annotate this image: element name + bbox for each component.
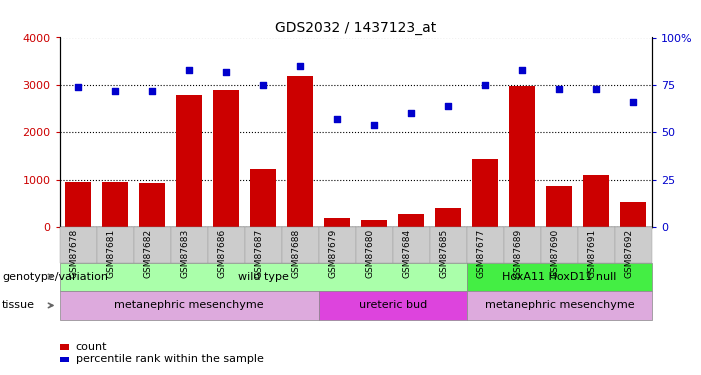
Point [591,86,602,92]
Point [147,87,158,93]
Point [109,87,121,93]
Bar [546,186,572,227]
Text: GSM87683: GSM87683 [180,229,189,278]
Bar [398,214,424,227]
Bar [139,183,165,227]
Point [443,103,454,109]
Text: metanephric mesenchyme: metanephric mesenchyme [114,300,264,310]
Bar [620,202,646,227]
Text: percentile rank within the sample: percentile rank within the sample [76,354,264,364]
Text: GSM87678: GSM87678 [69,229,78,278]
Point [369,122,380,128]
Text: GSM87677: GSM87677 [477,229,485,278]
Text: HoxA11 HoxD11 null: HoxA11 HoxD11 null [502,272,617,282]
Text: GSM87688: GSM87688 [291,229,300,278]
Bar [65,182,91,227]
Bar [213,90,239,227]
Text: GSM87691: GSM87691 [587,229,597,278]
Text: GSM87684: GSM87684 [402,229,411,278]
Point [257,82,268,88]
Text: wild type: wild type [238,272,289,282]
Point [221,69,232,75]
Bar [583,175,609,227]
Point [628,99,639,105]
Text: genotype/variation: genotype/variation [2,272,108,282]
Text: GSM87682: GSM87682 [143,229,152,278]
Bar [287,76,313,227]
Bar [435,209,461,227]
Point [294,63,306,69]
Text: ureteric bud: ureteric bud [359,300,427,310]
Text: count: count [76,342,107,352]
Text: GSM87689: GSM87689 [513,229,522,278]
Point [184,67,195,73]
Text: GSM87681: GSM87681 [106,229,115,278]
Point [554,86,565,92]
Point [406,110,417,116]
Bar [472,159,498,227]
Bar [250,169,276,227]
Text: metanephric mesenchyme: metanephric mesenchyme [484,300,634,310]
Text: GSM87685: GSM87685 [440,229,449,278]
Text: GSM87680: GSM87680 [365,229,374,278]
Text: GSM87690: GSM87690 [550,229,559,278]
Text: GSM87679: GSM87679 [328,229,337,278]
Point [479,82,491,88]
Bar [510,86,536,227]
Bar [325,218,350,227]
Point [72,84,83,90]
Bar [361,220,387,227]
Text: GSM87687: GSM87687 [254,229,263,278]
Text: tissue: tissue [2,300,35,310]
Bar [102,182,128,227]
Text: GSM87692: GSM87692 [625,229,634,278]
Title: GDS2032 / 1437123_at: GDS2032 / 1437123_at [275,21,437,35]
Text: GSM87686: GSM87686 [217,229,226,278]
Point [517,67,528,73]
Bar [176,95,202,227]
Point [332,116,343,122]
